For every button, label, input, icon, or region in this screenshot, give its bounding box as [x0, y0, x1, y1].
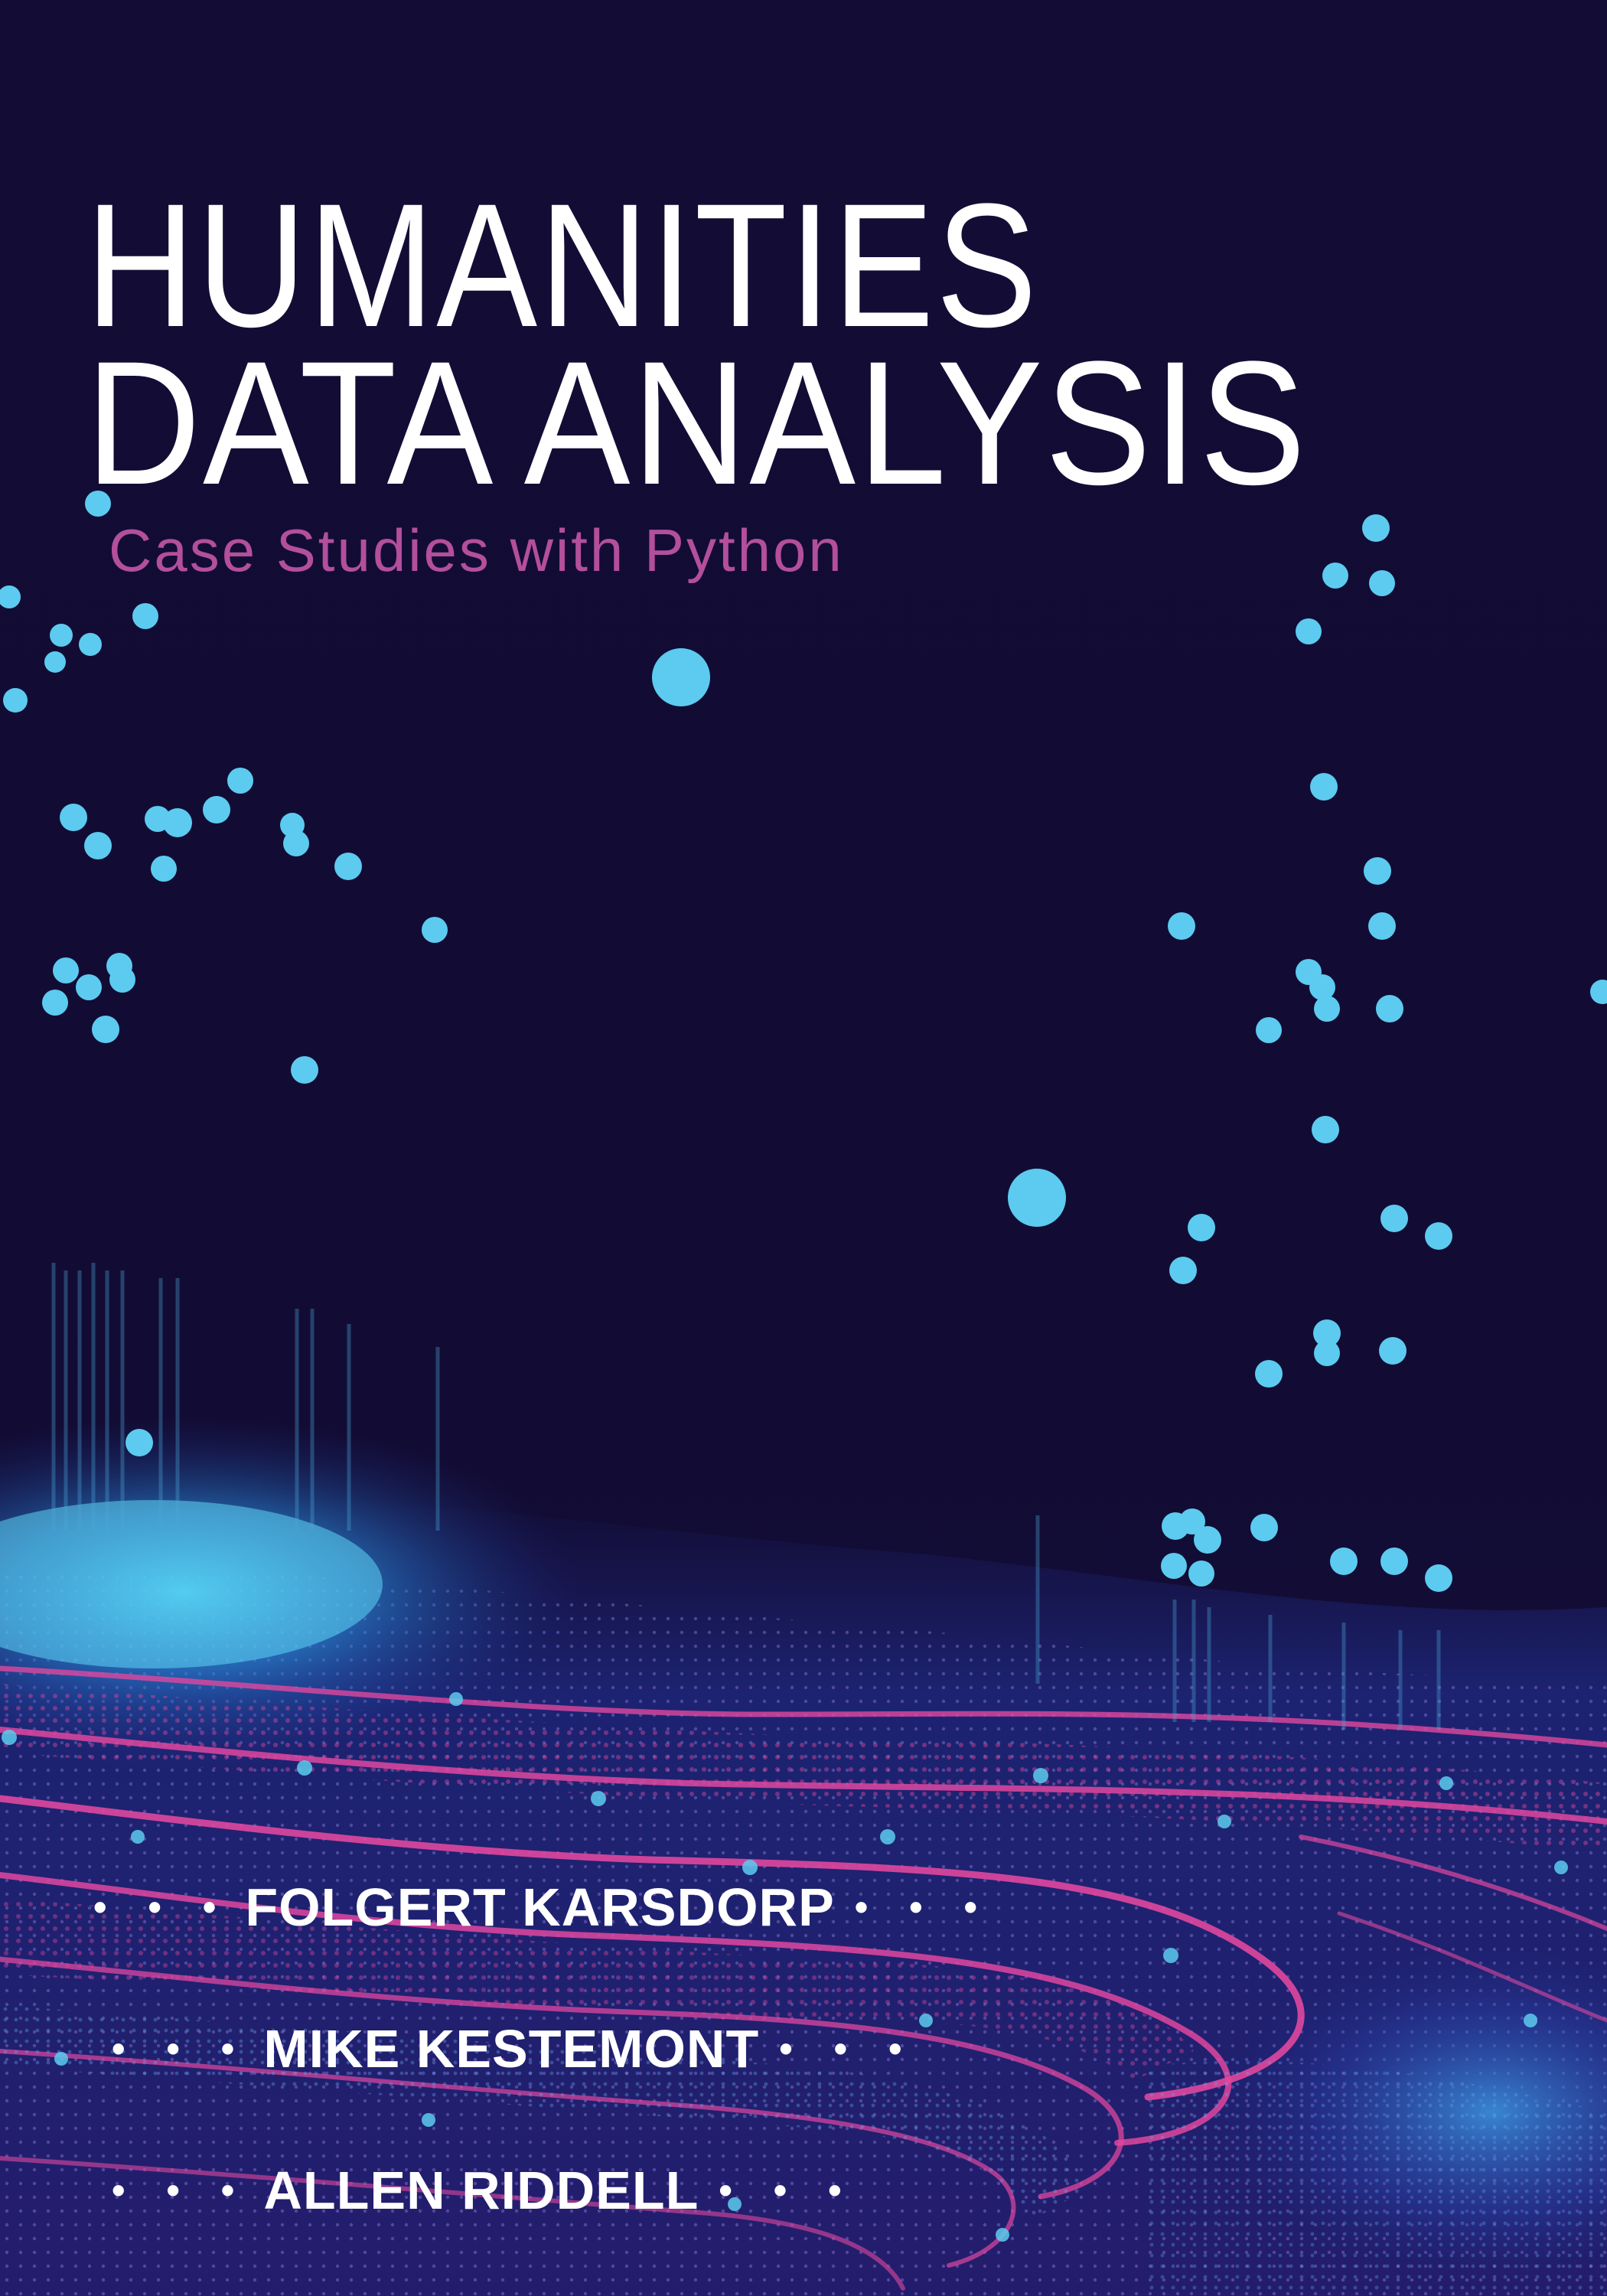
floor-particles	[2, 1692, 1568, 2242]
author-name: ALLEN RIDDELL	[263, 2161, 699, 2220]
dot-separator: • • •	[719, 2169, 857, 2212]
author-row: • • • ALLEN RIDDELL • • •	[112, 2160, 857, 2221]
title-line-1: HUMANITIES	[86, 167, 1039, 364]
dot-separator: • • •	[779, 2027, 918, 2070]
dot-separator: • • •	[112, 2169, 250, 2212]
author-name: FOLGERT KARSDORP	[245, 1877, 835, 1937]
dot-separator: • • •	[112, 2027, 250, 2070]
author-row: • • • MIKE KESTEMONT • • •	[112, 2018, 918, 2079]
pink-particle-band	[0, 1684, 1607, 1852]
blue-particle-band	[0, 2005, 1087, 2219]
faint-data-columns	[51, 1263, 1441, 1730]
blue-particle-band-right	[1148, 2060, 1607, 2296]
pink-particle-band-2	[0, 1898, 1194, 2082]
subtitle: Case Studies with Python	[109, 517, 844, 584]
author-row: • • • FOLGERT KARSDORP • • •	[93, 1877, 993, 1938]
dot-separator: • • •	[93, 1886, 232, 1929]
cyan-glow-left-inner	[0, 1500, 383, 1668]
dot-separator: • • •	[854, 1886, 993, 1929]
data-pin-dots	[0, 491, 1607, 1592]
title-line-2: DATA ANALYSIS	[86, 325, 1309, 521]
author-name: MIKE KESTEMONT	[263, 2019, 760, 2079]
